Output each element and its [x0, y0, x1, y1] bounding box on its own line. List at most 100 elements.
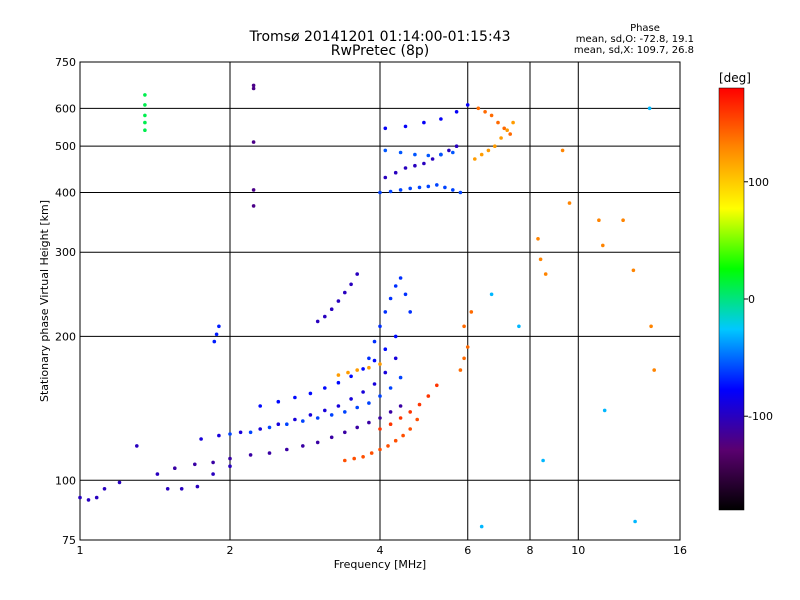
data-point: [323, 314, 327, 319]
data-point: [439, 117, 443, 121]
data-point: [228, 432, 232, 436]
data-point: [398, 188, 403, 192]
data-point: [267, 425, 272, 430]
data-point: [211, 460, 215, 465]
data-point: [258, 404, 263, 408]
data-point: [343, 458, 347, 463]
data-point: [212, 339, 217, 344]
data-point: [372, 382, 377, 386]
data-point: [398, 276, 403, 280]
data-point: [633, 519, 637, 524]
data-point: [293, 417, 297, 422]
data-point: [143, 128, 147, 132]
data-point: [493, 144, 497, 148]
data-point: [251, 188, 256, 192]
colorbar-gradient: [718, 87, 745, 511]
data-point: [398, 150, 403, 155]
data-point: [413, 152, 417, 157]
data-point: [361, 390, 365, 394]
data-point: [393, 438, 398, 443]
x-tick-label: 1: [77, 544, 84, 557]
data-point: [383, 347, 388, 352]
x-axis-label: Frequency [MHz]: [334, 558, 426, 571]
data-point: [251, 204, 256, 208]
y-tick-label: 750: [55, 56, 76, 69]
data-point: [349, 374, 353, 379]
data-point: [336, 404, 341, 408]
colorbar-tick-label: -100: [748, 410, 773, 423]
data-point: [388, 386, 393, 390]
data-point: [462, 356, 466, 361]
data-point: [238, 430, 243, 435]
data-point: [378, 427, 382, 431]
data-point: [367, 401, 371, 405]
data-point: [248, 430, 253, 435]
data-point: [435, 183, 439, 187]
data-point: [352, 456, 357, 461]
x-tick-labels: 1 2 4 6 8 10 16: [77, 544, 688, 557]
data-point: [476, 106, 481, 111]
data-point: [541, 458, 545, 463]
data-point: [301, 419, 305, 423]
data-point: [538, 257, 543, 262]
data-point: [251, 83, 256, 88]
data-point: [343, 290, 347, 295]
plot-area: 1 2 4 6 8 10 16 75 100 200 300 400 500 600 750: [55, 56, 687, 557]
data-point: [413, 163, 417, 168]
data-point: [173, 466, 177, 471]
data-point: [367, 420, 371, 425]
data-point: [462, 324, 466, 329]
data-point: [367, 365, 371, 370]
chart-title: Tromsø 20141201 01:14:00-01:15:43: [249, 29, 511, 45]
data-point: [251, 86, 256, 91]
data-point: [465, 345, 470, 349]
data-point: [393, 334, 398, 339]
data-point: [361, 455, 365, 459]
data-point: [393, 356, 398, 361]
data-point: [323, 386, 327, 390]
data-point: [422, 120, 426, 125]
data-point: [631, 268, 636, 273]
data-point: [415, 417, 420, 422]
data-point: [426, 394, 431, 398]
data-point: [454, 110, 459, 114]
data-point: [78, 495, 82, 500]
data-point: [393, 170, 398, 175]
data-point: [447, 148, 451, 153]
data-point: [293, 395, 297, 400]
data-point: [426, 153, 431, 158]
colorbar-tick-label: 0: [748, 293, 755, 306]
data-point: [393, 284, 398, 288]
data-point: [408, 186, 413, 191]
data-point: [258, 427, 263, 431]
data-point: [499, 136, 503, 140]
chart-subtitle: RwPretec (8p): [331, 43, 429, 59]
data-point: [383, 148, 388, 153]
data-point: [502, 126, 507, 131]
data-point: [199, 437, 203, 441]
data-point: [652, 368, 656, 372]
data-point: [486, 148, 491, 153]
y-tick-labels: 75 100 200 300 400 500 600 750: [55, 56, 76, 547]
data-point: [355, 405, 360, 410]
x-tick-label: 10: [571, 544, 585, 557]
data-point: [329, 413, 334, 417]
data-point: [422, 161, 426, 166]
y-tick-label: 75: [62, 534, 76, 547]
colorbar: [deg] 100 0 -100: [718, 71, 773, 511]
data-point: [601, 243, 605, 248]
data-point: [315, 319, 320, 324]
data-point: [430, 157, 435, 161]
data-point: [369, 451, 374, 455]
data-point: [267, 451, 272, 455]
data-point: [276, 422, 281, 427]
data-point: [479, 524, 484, 529]
data-point: [536, 237, 540, 241]
data-point: [383, 370, 388, 375]
data-point: [349, 397, 353, 401]
data-point: [214, 332, 219, 337]
phase-x-stats: mean, sd,X: 109.7, 26.8: [574, 45, 694, 56]
data-point: [323, 408, 327, 413]
data-point: [408, 427, 413, 431]
